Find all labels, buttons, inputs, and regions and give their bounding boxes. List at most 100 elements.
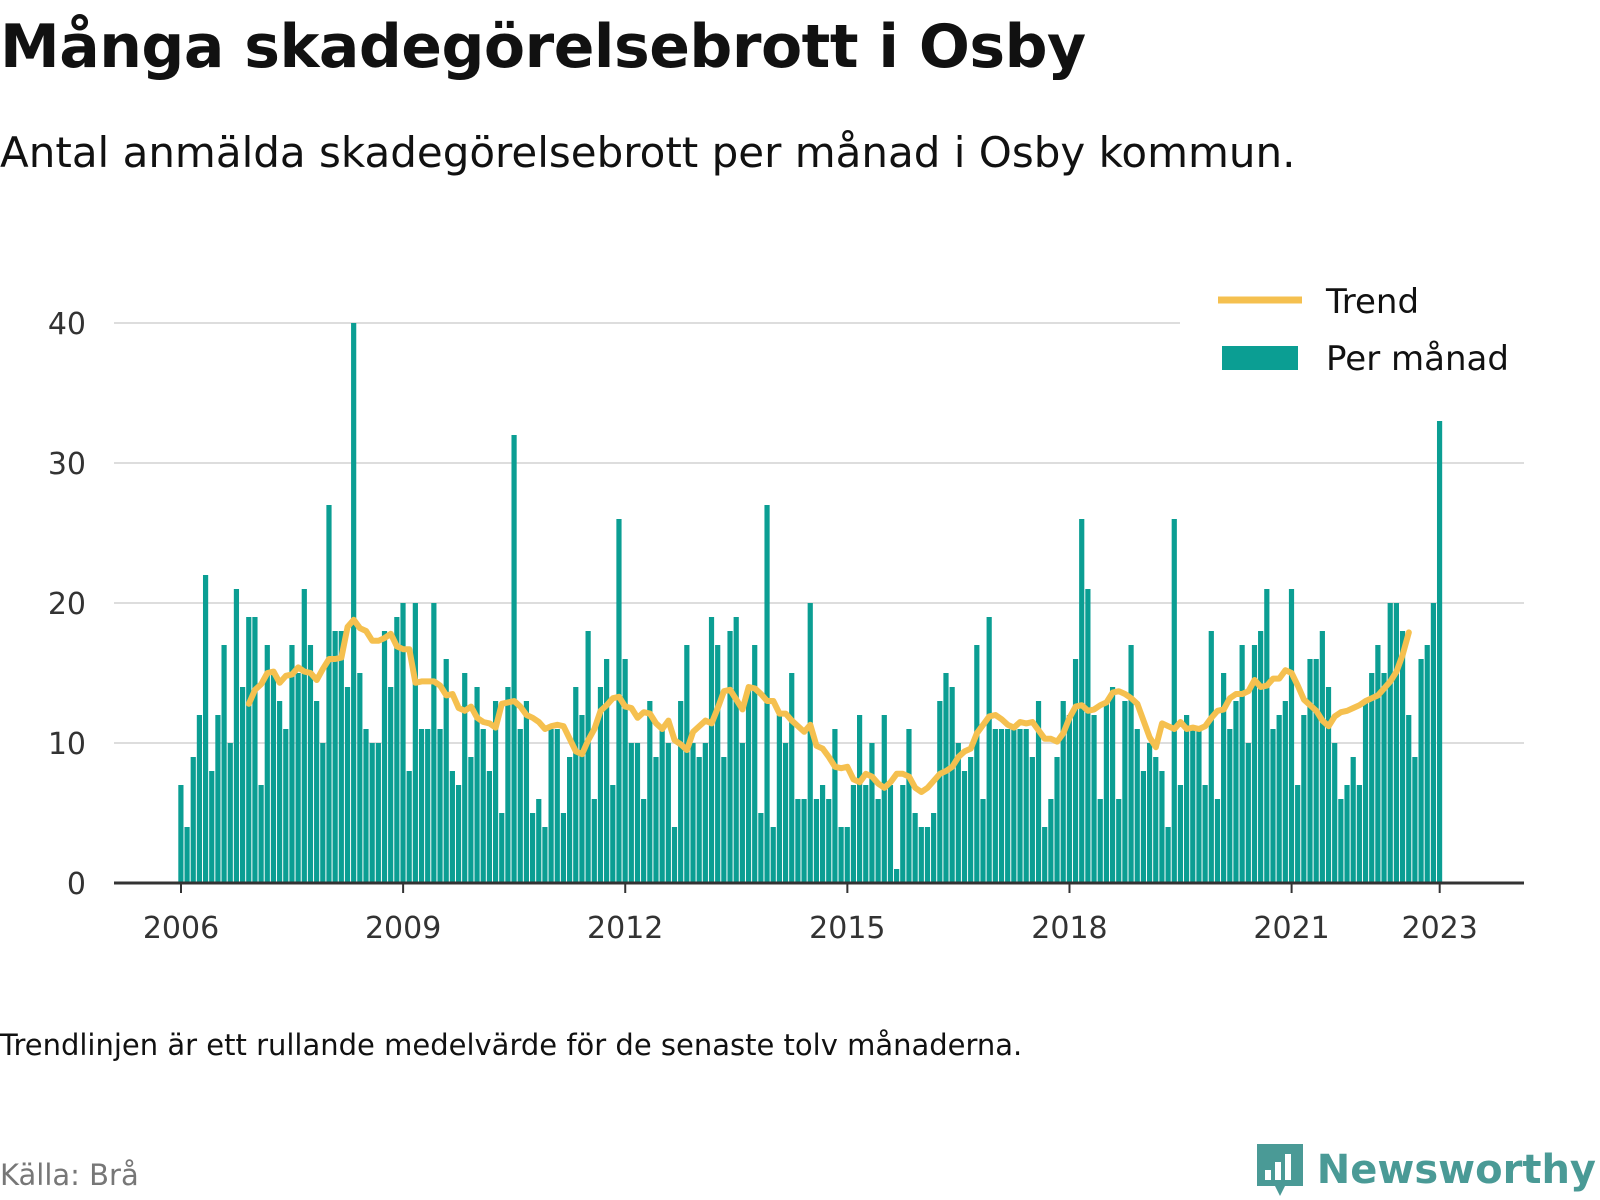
bar xyxy=(1430,603,1437,883)
bar xyxy=(1251,645,1258,883)
bar xyxy=(1406,715,1412,883)
bar xyxy=(388,687,394,883)
bar xyxy=(548,729,554,883)
bar xyxy=(906,729,912,883)
bar xyxy=(597,687,604,883)
bar xyxy=(1017,729,1023,883)
bar xyxy=(400,603,406,883)
bar xyxy=(955,743,961,883)
bar xyxy=(708,617,715,883)
bar xyxy=(369,743,375,883)
bar xyxy=(554,729,560,883)
y-tick-label: 0 xyxy=(67,867,86,902)
bar xyxy=(789,673,795,883)
bar xyxy=(1221,673,1227,883)
legend-bar-swatch xyxy=(1222,346,1298,370)
bar xyxy=(357,673,363,883)
bar xyxy=(807,603,813,883)
x-tick-label: 2012 xyxy=(587,911,663,946)
bar xyxy=(1319,631,1325,883)
bar xyxy=(1344,785,1350,883)
bar xyxy=(782,743,789,883)
bar xyxy=(449,771,455,883)
bar xyxy=(1085,589,1091,883)
bar xyxy=(1072,659,1079,883)
bar xyxy=(912,813,918,883)
bar xyxy=(184,827,190,883)
bar xyxy=(1436,421,1443,883)
bar xyxy=(202,575,209,883)
bar xyxy=(1276,715,1282,883)
bar xyxy=(1109,687,1116,883)
bar xyxy=(671,827,678,883)
bar xyxy=(943,673,949,883)
bar xyxy=(647,701,653,883)
bar xyxy=(739,743,745,883)
bar xyxy=(1424,645,1430,883)
bar xyxy=(1177,785,1184,883)
bar xyxy=(560,813,567,883)
bar xyxy=(579,715,585,883)
bar xyxy=(499,813,505,883)
bar xyxy=(406,771,412,883)
bar xyxy=(610,785,616,883)
bar xyxy=(277,701,283,883)
bar xyxy=(344,687,351,883)
bar xyxy=(289,645,295,883)
bar xyxy=(1171,519,1177,883)
bar xyxy=(585,631,591,883)
bar xyxy=(320,743,326,883)
bar xyxy=(795,799,801,883)
x-tick-label: 2015 xyxy=(809,911,885,946)
bar xyxy=(1054,757,1060,883)
bar xyxy=(1239,645,1245,883)
bar xyxy=(1048,799,1054,883)
bar xyxy=(462,673,468,883)
bar xyxy=(314,701,320,883)
bar xyxy=(264,645,270,883)
bar xyxy=(1399,631,1406,883)
bar xyxy=(505,687,511,883)
bar xyxy=(246,617,252,883)
bar xyxy=(252,617,258,883)
bar xyxy=(819,785,826,883)
bar xyxy=(1356,785,1362,883)
bar xyxy=(1208,631,1214,883)
bar xyxy=(881,715,887,883)
x-tick-label: 2018 xyxy=(1031,911,1107,946)
bar xyxy=(190,757,196,883)
bar xyxy=(301,589,307,883)
legend-bar-label: Per månad xyxy=(1326,339,1509,379)
bar xyxy=(394,617,400,883)
bar xyxy=(702,743,708,883)
source-label: Källa: Brå xyxy=(0,1158,139,1192)
bar xyxy=(974,645,980,883)
bar xyxy=(233,589,240,883)
bar xyxy=(844,827,850,883)
chart-title: Många skadegörelsebrott i Osby xyxy=(0,12,1086,82)
y-tick-label: 30 xyxy=(48,447,86,482)
bar xyxy=(838,827,844,883)
chart-subtitle: Antal anmälda skadegörelsebrott per måna… xyxy=(0,128,1296,177)
bar xyxy=(924,827,931,883)
bar xyxy=(1005,729,1011,883)
bar xyxy=(1146,743,1153,883)
bar xyxy=(1202,785,1208,883)
bar xyxy=(536,799,542,883)
bar xyxy=(752,645,758,883)
x-tick-label: 2006 xyxy=(143,911,219,946)
bar xyxy=(295,673,301,883)
bar xyxy=(1196,729,1202,883)
bar xyxy=(1159,771,1165,883)
bar xyxy=(1332,743,1338,883)
bar xyxy=(1381,673,1387,883)
bar xyxy=(665,743,671,883)
bar xyxy=(178,785,184,883)
bar xyxy=(1184,715,1190,883)
bar xyxy=(949,687,955,883)
bar xyxy=(215,715,221,883)
bar xyxy=(875,799,881,883)
bar xyxy=(961,771,968,883)
bar xyxy=(894,869,900,883)
bar xyxy=(338,631,344,883)
